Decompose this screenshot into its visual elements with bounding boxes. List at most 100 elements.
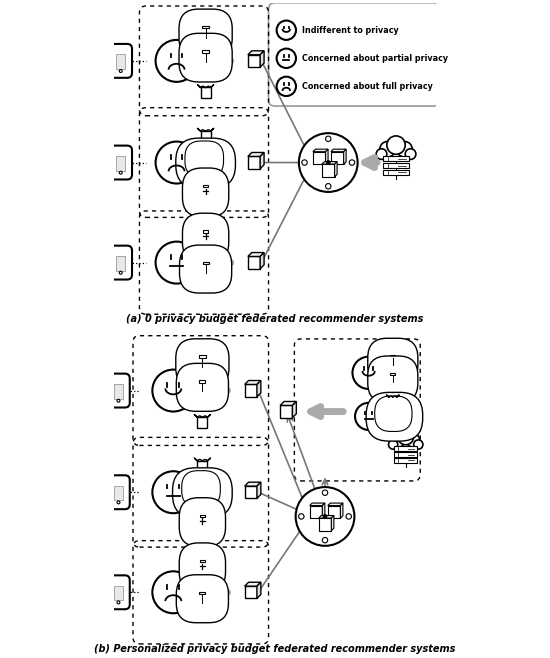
Circle shape bbox=[398, 429, 414, 445]
FancyBboxPatch shape bbox=[197, 417, 207, 428]
Polygon shape bbox=[245, 586, 257, 598]
FancyBboxPatch shape bbox=[200, 560, 205, 563]
Circle shape bbox=[392, 434, 405, 447]
Polygon shape bbox=[318, 515, 334, 518]
FancyBboxPatch shape bbox=[394, 458, 417, 463]
Circle shape bbox=[327, 161, 330, 164]
FancyBboxPatch shape bbox=[268, 3, 439, 106]
Circle shape bbox=[117, 601, 120, 604]
Circle shape bbox=[156, 141, 197, 184]
FancyBboxPatch shape bbox=[177, 363, 228, 411]
Circle shape bbox=[152, 471, 194, 513]
FancyBboxPatch shape bbox=[201, 88, 211, 98]
FancyBboxPatch shape bbox=[107, 475, 130, 509]
Polygon shape bbox=[313, 152, 326, 164]
Circle shape bbox=[302, 160, 307, 165]
Circle shape bbox=[322, 538, 328, 543]
FancyBboxPatch shape bbox=[114, 486, 123, 500]
Polygon shape bbox=[328, 503, 343, 505]
Text: (b) Personalized privacy budget federated recommender systems: (b) Personalized privacy budget federate… bbox=[94, 644, 456, 653]
FancyBboxPatch shape bbox=[109, 44, 132, 78]
FancyBboxPatch shape bbox=[203, 185, 208, 188]
Polygon shape bbox=[322, 503, 325, 519]
FancyBboxPatch shape bbox=[383, 156, 409, 161]
Polygon shape bbox=[280, 405, 293, 418]
Circle shape bbox=[355, 403, 382, 430]
Circle shape bbox=[380, 141, 395, 157]
FancyBboxPatch shape bbox=[203, 230, 208, 232]
FancyBboxPatch shape bbox=[179, 245, 232, 293]
Circle shape bbox=[346, 514, 351, 519]
Polygon shape bbox=[245, 486, 257, 498]
Polygon shape bbox=[245, 482, 261, 486]
Polygon shape bbox=[248, 51, 264, 55]
Circle shape bbox=[119, 171, 122, 174]
Polygon shape bbox=[310, 505, 322, 519]
Circle shape bbox=[156, 40, 197, 82]
Polygon shape bbox=[248, 257, 260, 268]
FancyBboxPatch shape bbox=[383, 170, 409, 175]
Polygon shape bbox=[328, 505, 340, 519]
Polygon shape bbox=[334, 162, 337, 177]
Circle shape bbox=[397, 141, 412, 157]
Circle shape bbox=[119, 271, 122, 274]
FancyBboxPatch shape bbox=[114, 586, 123, 600]
Circle shape bbox=[156, 241, 197, 284]
Polygon shape bbox=[344, 149, 346, 164]
FancyBboxPatch shape bbox=[390, 373, 395, 375]
FancyBboxPatch shape bbox=[173, 468, 232, 518]
FancyBboxPatch shape bbox=[183, 213, 229, 262]
Polygon shape bbox=[340, 503, 343, 519]
FancyBboxPatch shape bbox=[366, 392, 423, 441]
FancyBboxPatch shape bbox=[383, 163, 409, 168]
Circle shape bbox=[117, 399, 120, 402]
FancyBboxPatch shape bbox=[185, 141, 223, 177]
Polygon shape bbox=[257, 582, 261, 598]
FancyBboxPatch shape bbox=[179, 34, 232, 82]
Polygon shape bbox=[322, 162, 337, 164]
FancyBboxPatch shape bbox=[202, 262, 208, 265]
FancyBboxPatch shape bbox=[114, 384, 123, 399]
Polygon shape bbox=[331, 152, 344, 164]
Polygon shape bbox=[326, 149, 328, 164]
Polygon shape bbox=[313, 149, 328, 152]
FancyBboxPatch shape bbox=[179, 497, 226, 547]
Circle shape bbox=[152, 571, 194, 613]
FancyBboxPatch shape bbox=[107, 374, 130, 407]
FancyBboxPatch shape bbox=[368, 356, 418, 403]
Circle shape bbox=[117, 501, 120, 504]
Polygon shape bbox=[245, 384, 257, 397]
FancyBboxPatch shape bbox=[375, 396, 412, 432]
FancyBboxPatch shape bbox=[390, 355, 395, 357]
FancyBboxPatch shape bbox=[177, 574, 228, 622]
FancyBboxPatch shape bbox=[394, 452, 417, 457]
FancyBboxPatch shape bbox=[202, 26, 209, 28]
Text: Indifferent to privacy: Indifferent to privacy bbox=[302, 26, 399, 35]
FancyBboxPatch shape bbox=[116, 156, 125, 170]
FancyBboxPatch shape bbox=[182, 470, 221, 507]
Polygon shape bbox=[245, 380, 261, 384]
Polygon shape bbox=[257, 380, 261, 397]
FancyBboxPatch shape bbox=[109, 145, 132, 180]
FancyBboxPatch shape bbox=[394, 446, 417, 451]
Polygon shape bbox=[293, 401, 296, 418]
Polygon shape bbox=[248, 157, 260, 168]
Circle shape bbox=[322, 490, 328, 495]
FancyBboxPatch shape bbox=[199, 355, 206, 358]
FancyBboxPatch shape bbox=[116, 256, 125, 270]
Circle shape bbox=[152, 370, 194, 411]
Circle shape bbox=[119, 70, 122, 72]
Polygon shape bbox=[245, 582, 261, 586]
Polygon shape bbox=[257, 482, 261, 498]
FancyBboxPatch shape bbox=[183, 168, 229, 217]
Circle shape bbox=[349, 160, 355, 165]
Circle shape bbox=[414, 440, 423, 449]
Circle shape bbox=[376, 149, 387, 159]
FancyBboxPatch shape bbox=[389, 397, 397, 405]
Circle shape bbox=[299, 133, 358, 192]
FancyBboxPatch shape bbox=[179, 543, 226, 592]
FancyBboxPatch shape bbox=[202, 50, 209, 53]
Polygon shape bbox=[260, 253, 264, 268]
FancyBboxPatch shape bbox=[176, 138, 235, 188]
Text: Concerned about full privacy: Concerned about full privacy bbox=[302, 82, 433, 91]
